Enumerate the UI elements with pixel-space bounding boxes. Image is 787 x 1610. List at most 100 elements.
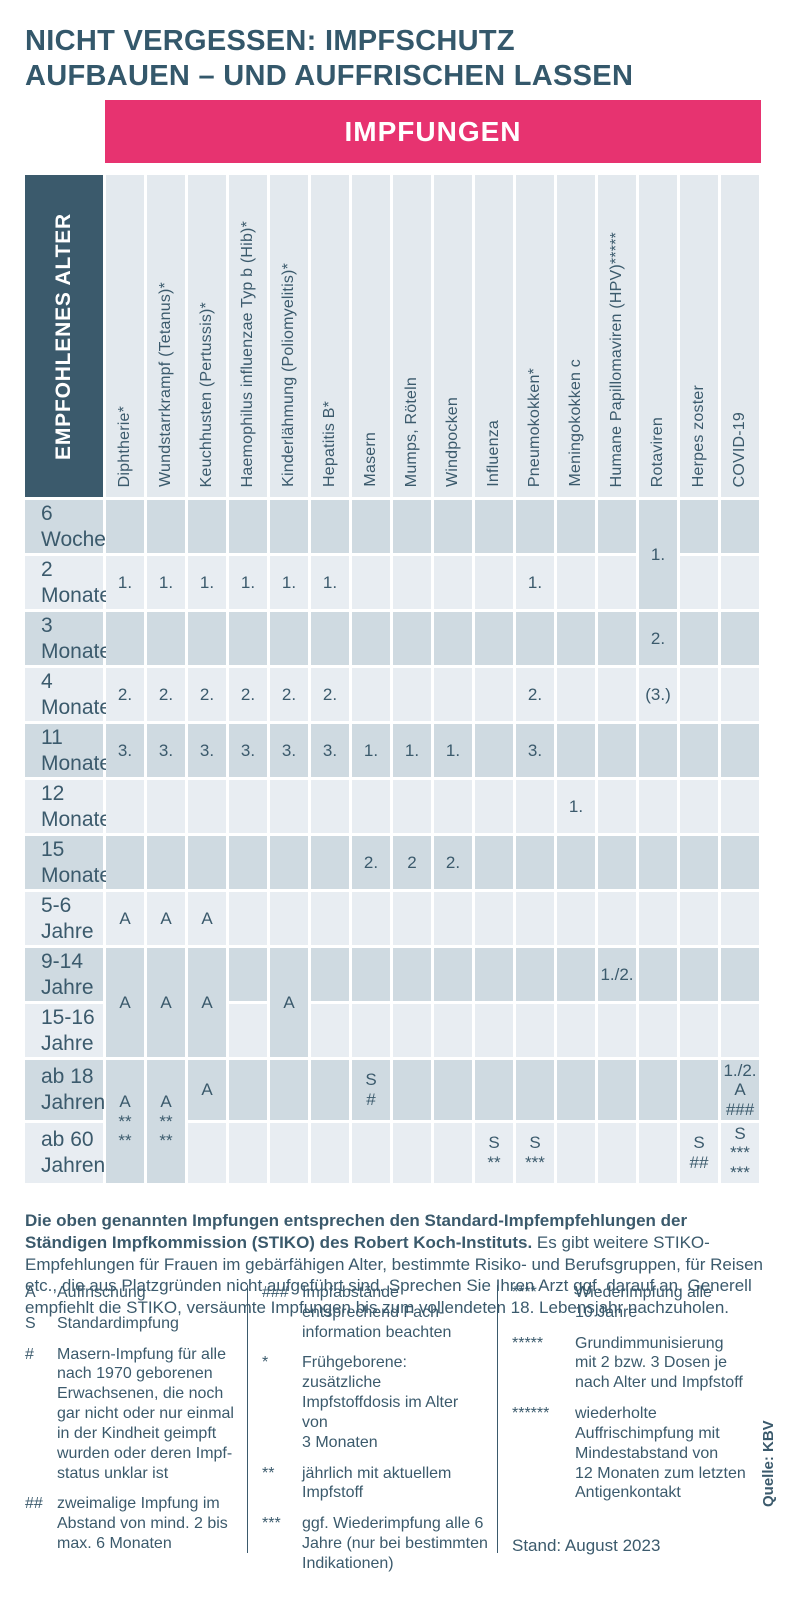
empty-cell	[721, 724, 759, 777]
legend-symbol: *****	[512, 1334, 544, 1352]
empty-cell	[393, 500, 431, 553]
empty-cell	[721, 500, 759, 553]
legend-item: ** jährlich mit aktuellem Impfstoff	[262, 1464, 488, 1504]
legend-symbol: *	[262, 1354, 269, 1372]
dose-cell: 1.	[352, 724, 390, 777]
dose-cell: A	[270, 948, 308, 1057]
empty-cell	[106, 612, 144, 665]
corner-header-label: EMPFOHLENES ALTER	[52, 212, 75, 460]
empty-cell	[229, 612, 267, 665]
column-header-1: Diphtherie*	[106, 175, 144, 497]
column-header-2: Wundstarrkrampf (Tetanus)*	[147, 175, 185, 497]
legend-text: Wiederimpfung alle 10 Jahre	[575, 1284, 712, 1321]
impfungen-banner: IMPFUNGEN	[105, 100, 761, 163]
empty-cell	[721, 948, 759, 1001]
dose-cell: 1.	[311, 556, 349, 609]
empty-cell	[188, 500, 226, 553]
dose-cell: 2.	[270, 668, 308, 721]
dose-cell: 1.	[106, 556, 144, 609]
dose-cell: A	[106, 892, 144, 945]
empty-cell	[557, 1060, 595, 1120]
empty-cell	[639, 836, 677, 889]
dose-cell: 1.	[147, 556, 185, 609]
empty-cell	[393, 892, 431, 945]
dose-cell: 1.	[639, 500, 677, 609]
dose-cell: A ** **	[147, 1060, 185, 1183]
empty-cell	[434, 892, 472, 945]
empty-cell	[557, 948, 595, 1001]
column-header-label: Windpocken	[444, 396, 461, 487]
dose-cell: S **	[475, 1123, 513, 1183]
legend-item: ### Impfabstände entsprechend Fach- infor…	[262, 1283, 488, 1342]
column-header-9: Windpocken	[434, 175, 472, 497]
empty-cell	[352, 500, 390, 553]
column-header-label: COVID-19	[731, 411, 748, 487]
dose-cell: 2.	[352, 836, 390, 889]
column-header-label: Keuchhusten (Pertussis)*	[198, 301, 215, 487]
empty-cell	[516, 1004, 554, 1057]
empty-cell	[106, 836, 144, 889]
row-label: 12 Monate	[25, 780, 111, 833]
column-header-4: Haemophilus influenzae Typ b (Hib)*	[229, 175, 267, 497]
dose-cell: 2.	[106, 668, 144, 721]
empty-cell	[352, 612, 390, 665]
dose-cell: A	[147, 948, 185, 1057]
legend-item: # Masern-Impfung für alle nach 1970 gebor…	[25, 1345, 237, 1484]
legend-symbol: **	[262, 1464, 275, 1482]
corner-header-empfohlenes-alter: EMPFOHLENES ALTER	[25, 175, 103, 497]
empty-cell	[639, 1004, 677, 1057]
dose-cell: A	[147, 892, 185, 945]
empty-cell	[475, 1004, 513, 1057]
empty-cell	[598, 612, 636, 665]
empty-cell	[229, 948, 267, 1001]
empty-cell	[270, 892, 308, 945]
legend-symbol: #	[25, 1345, 34, 1363]
dose-cell: 2.	[516, 668, 554, 721]
empty-cell	[680, 948, 718, 1001]
empty-cell	[475, 724, 513, 777]
empty-cell	[680, 556, 718, 609]
empty-cell	[434, 612, 472, 665]
dose-cell: A	[106, 948, 144, 1057]
empty-cell	[352, 948, 390, 1001]
page-title-line1: NICHT VERGESSEN: IMPFSCHUTZ	[25, 25, 515, 57]
dose-cell: A	[188, 1060, 226, 1120]
empty-cell	[598, 892, 636, 945]
dose-cell: 2.	[188, 668, 226, 721]
empty-cell	[229, 1004, 267, 1057]
empty-cell	[516, 780, 554, 833]
empty-cell	[188, 1123, 226, 1183]
empty-cell	[598, 724, 636, 777]
legend-column-3: **** Wiederimpfung alle 10 Jahre ***** Grun…	[512, 1283, 750, 1514]
empty-cell	[598, 1123, 636, 1183]
empty-cell	[434, 780, 472, 833]
dose-cell: S ##	[680, 1123, 718, 1183]
legend-divider-2	[497, 1285, 498, 1553]
empty-cell	[229, 500, 267, 553]
empty-cell	[270, 500, 308, 553]
empty-cell	[393, 1004, 431, 1057]
empty-cell	[516, 612, 554, 665]
empty-cell	[393, 1123, 431, 1183]
empty-cell	[434, 556, 472, 609]
legend-item: ## zweimalige Impfung im Abstand von mind…	[25, 1494, 237, 1553]
empty-cell	[680, 892, 718, 945]
dose-cell: A	[188, 948, 226, 1057]
empty-cell	[475, 556, 513, 609]
empty-cell	[229, 892, 267, 945]
dose-cell: 1.	[188, 556, 226, 609]
row-label: 9-14 Jahre	[25, 948, 103, 1001]
legend-text: Standardimpfung	[57, 1314, 179, 1332]
empty-cell	[393, 780, 431, 833]
empty-cell	[639, 1123, 677, 1183]
dose-cell: 1.	[557, 780, 595, 833]
empty-cell	[598, 1004, 636, 1057]
column-header-label: Rotaviren	[649, 416, 666, 487]
empty-cell	[680, 1060, 718, 1120]
legend-text: zweimalige Impfung im Abstand von mind. …	[57, 1495, 228, 1553]
column-header-label: Masern	[362, 432, 379, 487]
empty-cell	[106, 780, 144, 833]
empty-cell	[434, 1004, 472, 1057]
empty-cell	[721, 892, 759, 945]
column-header-14: Rotaviren	[639, 175, 677, 497]
